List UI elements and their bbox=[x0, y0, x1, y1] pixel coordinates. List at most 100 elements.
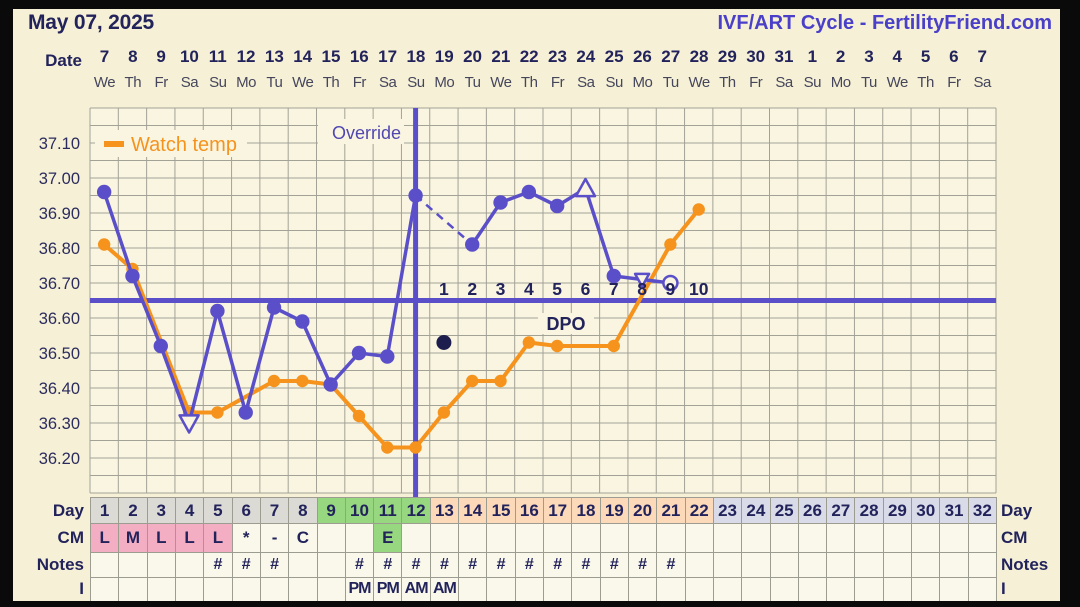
intercourse-cell-19[interactable] bbox=[599, 577, 629, 601]
intercourse-cell-32[interactable] bbox=[967, 577, 997, 601]
watch-temp-point-day-14[interactable] bbox=[466, 374, 479, 388]
day-cell-6[interactable]: 6 bbox=[231, 497, 261, 524]
intercourse-cell-1[interactable] bbox=[90, 577, 120, 601]
cm-cell-9[interactable] bbox=[316, 523, 346, 553]
notes-cell-17[interactable]: # bbox=[543, 552, 573, 578]
intercourse-cell-22[interactable] bbox=[684, 577, 714, 601]
day-cell-1[interactable]: 1 bbox=[90, 497, 120, 524]
watch-temp-point-day-5[interactable] bbox=[211, 406, 224, 419]
intercourse-cell-2[interactable] bbox=[118, 577, 148, 601]
notes-cell-25[interactable] bbox=[769, 552, 799, 578]
cm-cell-12[interactable] bbox=[401, 523, 431, 553]
bbt-point-day-16[interactable] bbox=[521, 184, 537, 200]
bbt-point-day-11[interactable] bbox=[380, 349, 395, 364]
bbt-point-day-5[interactable] bbox=[210, 303, 225, 319]
bbt-open-circle-day-21[interactable] bbox=[662, 274, 679, 292]
bbt-point-day-9[interactable] bbox=[323, 377, 338, 392]
day-cell-27[interactable]: 27 bbox=[826, 497, 856, 524]
intercourse-cell-12[interactable]: AM bbox=[401, 577, 431, 601]
day-cell-28[interactable]: 28 bbox=[854, 497, 884, 524]
cm-cell-6[interactable]: * bbox=[231, 523, 261, 553]
intercourse-cell-29[interactable] bbox=[882, 577, 913, 601]
cm-cell-23[interactable] bbox=[712, 523, 743, 553]
notes-cell-26[interactable] bbox=[797, 552, 828, 578]
watch-temp-point-day-19[interactable] bbox=[607, 339, 620, 353]
cm-cell-11[interactable]: E bbox=[373, 523, 403, 553]
day-cell-10[interactable]: 10 bbox=[344, 497, 375, 524]
bbt-point-day-8[interactable] bbox=[295, 314, 310, 329]
notes-cell-1[interactable] bbox=[90, 552, 120, 578]
day-cell-15[interactable]: 15 bbox=[486, 497, 516, 524]
bbt-point-day-3[interactable] bbox=[153, 338, 168, 354]
cm-cell-7[interactable]: - bbox=[259, 523, 290, 553]
cm-cell-3[interactable]: L bbox=[146, 523, 176, 553]
watch-temp-point-day-7[interactable] bbox=[267, 374, 281, 388]
watch-temp-point-day-16[interactable] bbox=[522, 336, 536, 349]
day-cell-18[interactable]: 18 bbox=[571, 497, 601, 524]
notes-cell-12[interactable]: # bbox=[401, 552, 431, 578]
day-cell-21[interactable]: 21 bbox=[656, 497, 686, 524]
watch-temp-point-day-12[interactable] bbox=[409, 441, 422, 454]
watch-temp-point-day-15[interactable] bbox=[494, 374, 507, 388]
day-cell-23[interactable]: 23 bbox=[712, 497, 743, 524]
notes-cell-31[interactable] bbox=[939, 552, 969, 578]
notes-cell-21[interactable]: # bbox=[656, 552, 686, 578]
watch-temp-point-day-8[interactable] bbox=[296, 374, 309, 388]
watch-temp-point-day-1[interactable] bbox=[97, 238, 111, 251]
day-cell-2[interactable]: 2 bbox=[118, 497, 148, 524]
bbt-point-day-7[interactable] bbox=[266, 300, 282, 315]
bbt-point-day-14[interactable] bbox=[465, 237, 480, 252]
watch-temp-point-day-13[interactable] bbox=[437, 406, 451, 419]
cm-cell-8[interactable]: C bbox=[288, 523, 318, 553]
notes-cell-4[interactable] bbox=[174, 552, 205, 578]
intercourse-cell-7[interactable] bbox=[259, 577, 290, 601]
intercourse-cell-8[interactable] bbox=[288, 577, 318, 601]
bbt-triangle-up-day-18[interactable] bbox=[574, 177, 597, 198]
bbt-triangle-down-day-20[interactable] bbox=[633, 272, 651, 288]
intercourse-cell-21[interactable] bbox=[656, 577, 686, 601]
notes-cell-3[interactable] bbox=[146, 552, 176, 578]
bbt-point-day-6[interactable] bbox=[238, 405, 253, 420]
day-cell-24[interactable]: 24 bbox=[741, 497, 771, 524]
bbt-point-day-19[interactable] bbox=[606, 268, 621, 284]
intercourse-cell-26[interactable] bbox=[797, 577, 828, 601]
intercourse-cell-4[interactable] bbox=[174, 577, 205, 601]
notes-cell-11[interactable]: # bbox=[373, 552, 403, 578]
notes-cell-13[interactable]: # bbox=[429, 552, 460, 578]
intercourse-cell-6[interactable] bbox=[231, 577, 261, 601]
discarded-temp-dot[interactable] bbox=[436, 335, 452, 350]
cm-cell-28[interactable] bbox=[854, 523, 884, 553]
cm-cell-13[interactable] bbox=[429, 523, 460, 553]
intercourse-cell-27[interactable] bbox=[826, 577, 856, 601]
intercourse-cell-24[interactable] bbox=[741, 577, 771, 601]
cm-cell-19[interactable] bbox=[599, 523, 629, 553]
cm-cell-32[interactable] bbox=[967, 523, 997, 553]
watch-temp-point-day-11[interactable] bbox=[381, 441, 394, 454]
notes-cell-30[interactable] bbox=[911, 552, 941, 578]
cm-cell-2[interactable]: M bbox=[118, 523, 148, 553]
cm-cell-10[interactable] bbox=[344, 523, 375, 553]
day-cell-5[interactable]: 5 bbox=[203, 497, 233, 524]
notes-cell-23[interactable] bbox=[712, 552, 743, 578]
day-cell-29[interactable]: 29 bbox=[882, 497, 913, 524]
bbt-triangle-down-day-4[interactable] bbox=[178, 414, 200, 434]
notes-cell-7[interactable]: # bbox=[259, 552, 290, 578]
intercourse-cell-23[interactable] bbox=[712, 577, 743, 601]
bbt-point-day-17[interactable] bbox=[549, 198, 565, 214]
cm-cell-30[interactable] bbox=[911, 523, 941, 553]
intercourse-cell-28[interactable] bbox=[854, 577, 884, 601]
day-cell-17[interactable]: 17 bbox=[543, 497, 573, 524]
cm-cell-1[interactable]: L bbox=[90, 523, 120, 553]
notes-cell-20[interactable]: # bbox=[627, 552, 658, 578]
day-cell-20[interactable]: 20 bbox=[627, 497, 658, 524]
day-cell-14[interactable]: 14 bbox=[458, 497, 488, 524]
day-cell-26[interactable]: 26 bbox=[797, 497, 828, 524]
cm-cell-29[interactable] bbox=[882, 523, 913, 553]
day-cell-12[interactable]: 12 bbox=[401, 497, 431, 524]
day-cell-19[interactable]: 19 bbox=[599, 497, 629, 524]
watch-temp-point-day-17[interactable] bbox=[550, 339, 564, 353]
notes-cell-8[interactable] bbox=[288, 552, 318, 578]
intercourse-cell-13[interactable]: AM bbox=[429, 577, 460, 601]
notes-cell-5[interactable]: # bbox=[203, 552, 233, 578]
bbt-point-day-2[interactable] bbox=[125, 268, 140, 284]
